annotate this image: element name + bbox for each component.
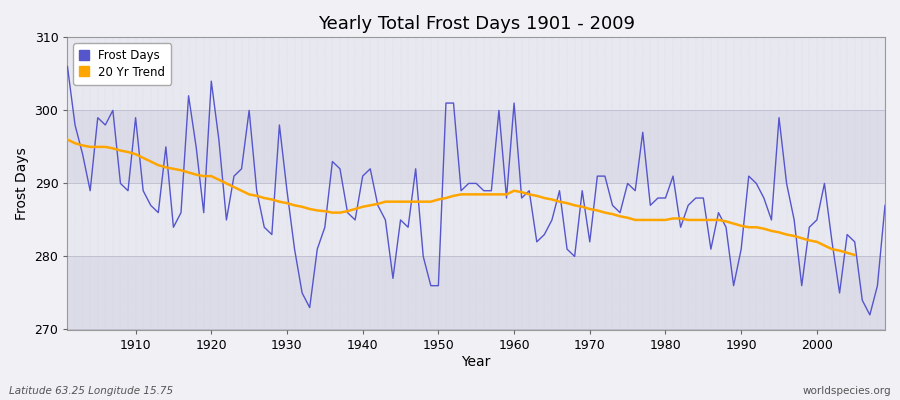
Bar: [68, 37, 885, 110]
Text: Latitude 63.25 Longitude 15.75: Latitude 63.25 Longitude 15.75: [9, 386, 173, 396]
Y-axis label: Frost Days: Frost Days: [15, 147, 29, 220]
Title: Yearly Total Frost Days 1901 - 2009: Yearly Total Frost Days 1901 - 2009: [318, 15, 634, 33]
Bar: [68, 256, 885, 330]
Bar: [68, 110, 885, 184]
X-axis label: Year: Year: [462, 355, 490, 369]
Legend: Frost Days, 20 Yr Trend: Frost Days, 20 Yr Trend: [74, 43, 171, 84]
Text: worldspecies.org: worldspecies.org: [803, 386, 891, 396]
Bar: [68, 184, 885, 256]
